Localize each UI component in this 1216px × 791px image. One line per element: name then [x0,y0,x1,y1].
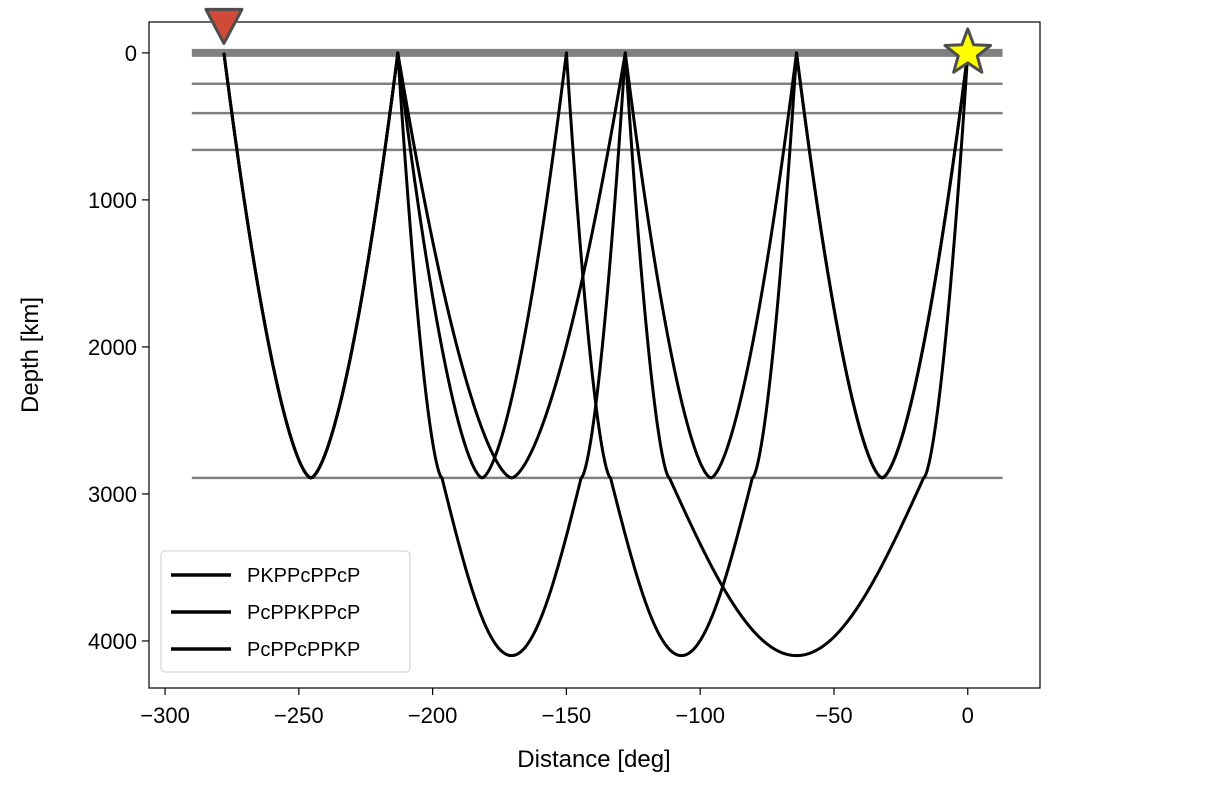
x-tick-label: −300 [140,703,190,728]
x-tick-label: −200 [408,703,458,728]
source-star-marker [943,27,993,74]
y-tick-label: 3000 [88,482,137,507]
legend: PKPPcPPcP PcPPKPPcP PcPPcPPKP [160,550,411,673]
y-axis-ticks: 0 1000 2000 3000 4000 [88,41,149,654]
y-tick-label: 1000 [88,188,137,213]
x-tick-label: −250 [274,703,324,728]
x-tick-label: −50 [815,703,852,728]
x-tick-label: −100 [675,703,725,728]
legend-label: PcPPKPPcP [247,602,360,624]
ray-paths [222,51,970,658]
layer-boundaries [191,48,1003,480]
x-tick-label: −150 [542,703,592,728]
receiver-triangle-marker [204,7,244,45]
legend-frame [160,550,411,673]
plot-frame [148,21,1041,689]
station-markers [204,7,993,74]
y-tick-label: 0 [125,41,137,66]
x-tick-label: 0 [962,703,974,728]
y-tick-label: 2000 [88,335,137,360]
legend-label: PKPPcPPcP [247,565,360,587]
x-axis-label: Distance [deg] [517,746,670,773]
legend-label: PcPPcPPKP [247,639,360,661]
y-axis-label: Depth [km] [17,297,44,413]
x-axis-ticks: −300 −250 −200 −150 −100 −50 0 [140,688,974,728]
y-tick-label: 4000 [88,629,137,654]
ray-path-pcppcppkp [222,51,970,658]
